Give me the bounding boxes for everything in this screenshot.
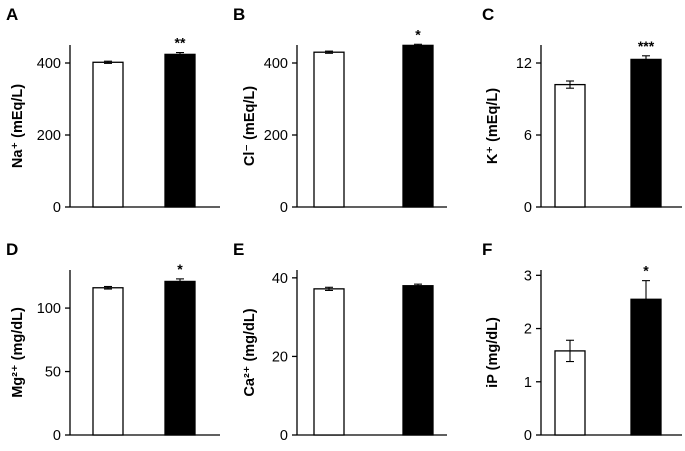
treatment-bar [164,280,196,436]
y-tick-label: 2 [524,322,532,338]
control-bar [92,287,124,436]
y-tick-label: 20 [272,349,288,365]
significance-marker: ** [175,35,186,51]
y-tick-label: 0 [524,200,532,216]
y-tick-label: 3 [524,268,532,284]
y-tick-label: 0 [280,200,288,216]
y-tick-label: 0 [524,428,532,444]
y-tick-label: 12 [516,56,532,72]
y-axis-label: Mg²⁺ (mg/dL) [10,307,26,398]
control-bar [313,288,345,436]
y-tick-label: 100 [37,301,61,317]
significance-marker: * [643,263,649,279]
treatment-bar [402,44,434,208]
y-tick-label: 0 [53,428,61,444]
y-tick-label: 400 [37,56,61,72]
panel-letter: B [233,5,245,24]
panel-letter: A [6,5,18,24]
y-tick-label: 0 [280,428,288,444]
control-bar [92,61,124,208]
y-axis-label: iP (mg/dL) [485,317,501,388]
panel-letter: F [482,240,492,259]
panel-letter: C [482,5,494,24]
y-axis-label: Ca²⁺ (mg/dL) [242,308,258,396]
y-tick-label: 6 [524,128,532,144]
panel-letter: D [6,240,18,259]
y-tick-label: 200 [37,128,61,144]
y-axis-label: K⁺ (mEq/L) [485,88,501,164]
y-tick-label: 50 [45,365,61,381]
y-tick-label: 400 [264,56,288,72]
y-tick-label: 40 [272,271,288,287]
y-axis-label: Na⁺ (mEq/L) [10,84,26,168]
control-bar [554,83,586,208]
treatment-bar [630,58,662,208]
significance-marker: * [177,261,183,277]
y-tick-label: 0 [53,200,61,216]
significance-marker: *** [638,38,655,54]
treatment-bar [630,298,662,436]
y-axis-label: Cl⁻ (mEq/L) [242,86,258,166]
y-tick-label: 1 [524,375,532,391]
treatment-bar [402,285,434,436]
treatment-bar [164,53,196,208]
significance-marker: * [415,26,421,42]
control-bar [313,51,345,208]
y-tick-label: 200 [264,128,288,144]
control-bar [554,350,586,436]
panel-letter: E [233,240,244,259]
